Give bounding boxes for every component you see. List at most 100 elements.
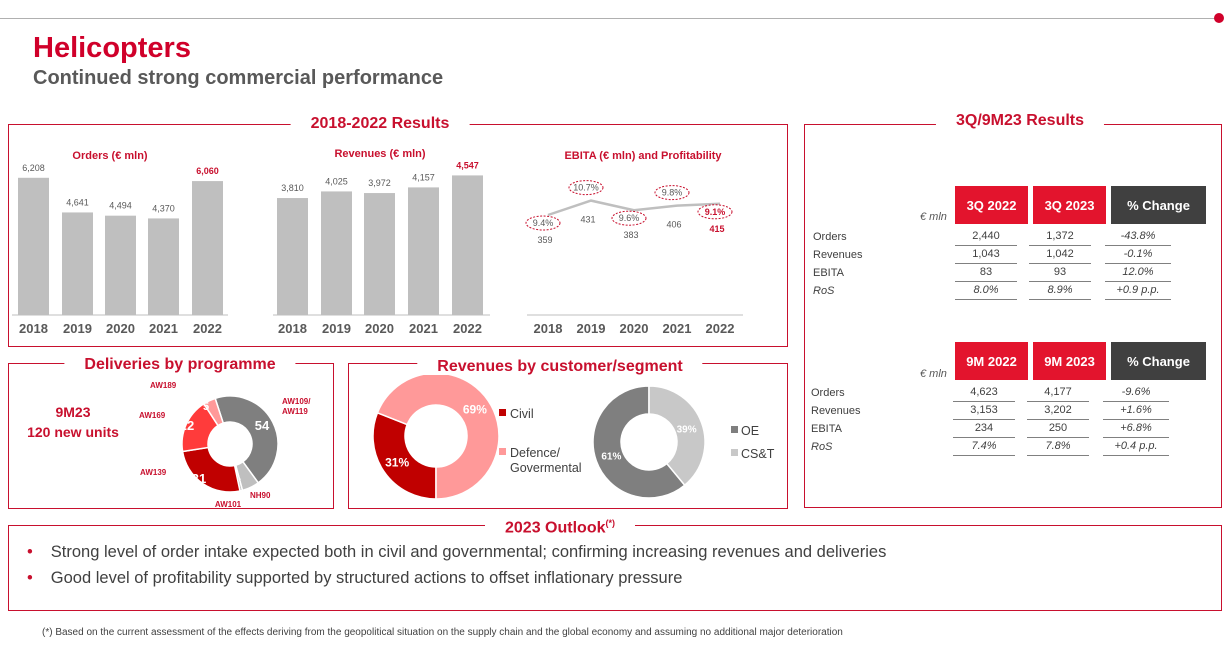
orders-bar [148,218,179,315]
orders-value-label: 4,494 [109,201,132,211]
cell-gap [1089,384,1103,402]
quarter-panel-title: 3Q/9M23 Results [935,112,1105,130]
delivery-slice [202,397,225,427]
cell-gap [1089,402,1103,420]
orders-bar [18,177,49,315]
ebita-value-label: 431 [580,215,595,225]
ebita-category-label: 2019 [577,321,606,336]
outlook-bullet-2: • Good level of profitability supported b… [27,569,683,587]
ebita-value-label: 406 [666,220,681,230]
row-label: EBITA [813,266,844,279]
ros-label: 9.1% [705,207,726,217]
ebita-line [547,199,721,217]
delivery-value-label: 54 [255,418,270,433]
unit-9m: € mln [920,368,947,380]
cell-gap [1091,264,1105,282]
delivery-programme-label: AW101 [215,500,242,509]
orders-category-label: 2020 [106,321,135,336]
legend-cst-swatch [731,449,738,456]
row-value: 1,372 [1029,228,1091,246]
outlook-bullet-2-text: Good level of profitability supported by… [50,569,683,587]
segments-panel-title: Revenues by customer/segment [417,358,703,376]
revenues-category-label: 2019 [322,321,351,336]
ebita-category-label: 2020 [620,321,649,336]
row-label: Revenues [813,248,863,261]
oe-segment-slice [592,385,686,499]
row-label: Orders [811,386,845,399]
row-label: RoS [813,284,835,297]
row-value: 3,202 [1027,402,1089,420]
header-9m2023: 9M 2023 [1033,342,1106,380]
revenues-value-label: 4,547 [456,160,479,170]
ebita-value-label: 383 [623,230,638,240]
top-rule-dot [1214,13,1224,23]
row-value: 3,153 [953,402,1015,420]
results-panel-title: 2018-2022 Results [290,115,470,133]
row-value: +1.6% [1103,402,1169,420]
cell-gap [1017,246,1029,264]
legend-cst: CS&T [741,447,775,461]
ros-label: 9.4% [533,218,554,228]
ebita-category-label: 2021 [663,321,692,336]
outlook-bullet-1: • Strong level of order intake expected b… [27,543,887,561]
row-value: 83 [955,264,1017,282]
footnote: (*) Based on the current assessment of t… [42,627,843,638]
deliveries-panel-title: Deliveries by programme [64,356,296,374]
ebita-value-label: 415 [709,224,724,234]
results-row: RoS 8.0% 8.9% +0.9 p.p. [813,282,1171,300]
unit-3q: € mln [920,211,947,223]
row-value: 1,042 [1029,246,1091,264]
cell-gap [1089,420,1103,438]
results-row: RoS 7.4% 7.8% +0.4 p.p. [811,438,1169,456]
results-row: Revenues 3,153 3,202 +1.6% [811,402,1169,420]
cell-gap [1015,384,1027,402]
delivery-programme-label: AW139 [140,468,167,477]
revenues-value-label: 4,157 [412,172,435,182]
ros-label: 9.6% [619,213,640,223]
cell-gap [1017,282,1029,300]
top-rule [0,18,1218,19]
legend-civil: Civil [510,407,534,421]
delivery-slice [214,395,279,484]
ebita-category-label: 2018 [534,321,563,336]
row-value: -0.1% [1105,246,1171,264]
row-value: 4,177 [1027,384,1089,402]
cell-gap [1015,438,1027,456]
revenues-value-label: 4,025 [325,176,348,186]
ninemonth-table: Orders 4,623 4,177 -9.6% Revenues 3,153 3,202 +… [811,384,1169,456]
row-value: 8.9% [1029,282,1091,300]
civil-segment-slice [372,411,437,500]
outlook-title-text: 2023 Outlook [505,519,606,537]
header-3q2022: 3Q 2022 [955,186,1028,224]
delivery-value-label: 22 [180,418,194,433]
segment-pct-label: 31% [385,455,409,469]
ros-bubble [525,215,561,231]
row-value: 4,623 [953,384,1015,402]
cell-gap [1015,420,1027,438]
revenues-category-label: 2020 [365,321,394,336]
row-value: 12.0% [1105,264,1171,282]
orders-category-label: 2021 [149,321,178,336]
row-value: +0.4 p.p. [1103,438,1169,456]
deliveries-donut: 54AW109/AW1197NH901AW10131AW13922AW1695A… [139,381,311,509]
row-value: 250 [1027,420,1089,438]
ebita-category-label: 2022 [706,321,735,336]
orders-value-label: 4,641 [66,197,89,207]
results-row: Orders 2,440 1,372 -43.8% [813,228,1171,246]
legend-govermental: Govermental [510,461,582,475]
header-3q2023: 3Q 2023 [1033,186,1106,224]
header-9m2022: 9M 2022 [955,342,1028,380]
segment-pct-label: 69% [463,403,487,417]
row-value: -9.6% [1103,384,1169,402]
page-subtitle: Continued strong commercial performance [33,67,444,89]
delivery-programme-label: AW169 [139,411,166,420]
orders-category-label: 2022 [193,321,222,336]
ros-bubble [654,185,690,201]
delivery-programme-label: AW189 [150,381,177,390]
ebita-value-label: 359 [537,235,552,245]
outlook-title: 2023 Outlook(*) [485,514,635,538]
delivery-value-label: 5 [203,401,209,413]
revenues-category-label: 2021 [409,321,438,336]
revenues-bar [364,193,395,315]
revenues-chart-title: Revenues (€ mln) [334,148,425,160]
